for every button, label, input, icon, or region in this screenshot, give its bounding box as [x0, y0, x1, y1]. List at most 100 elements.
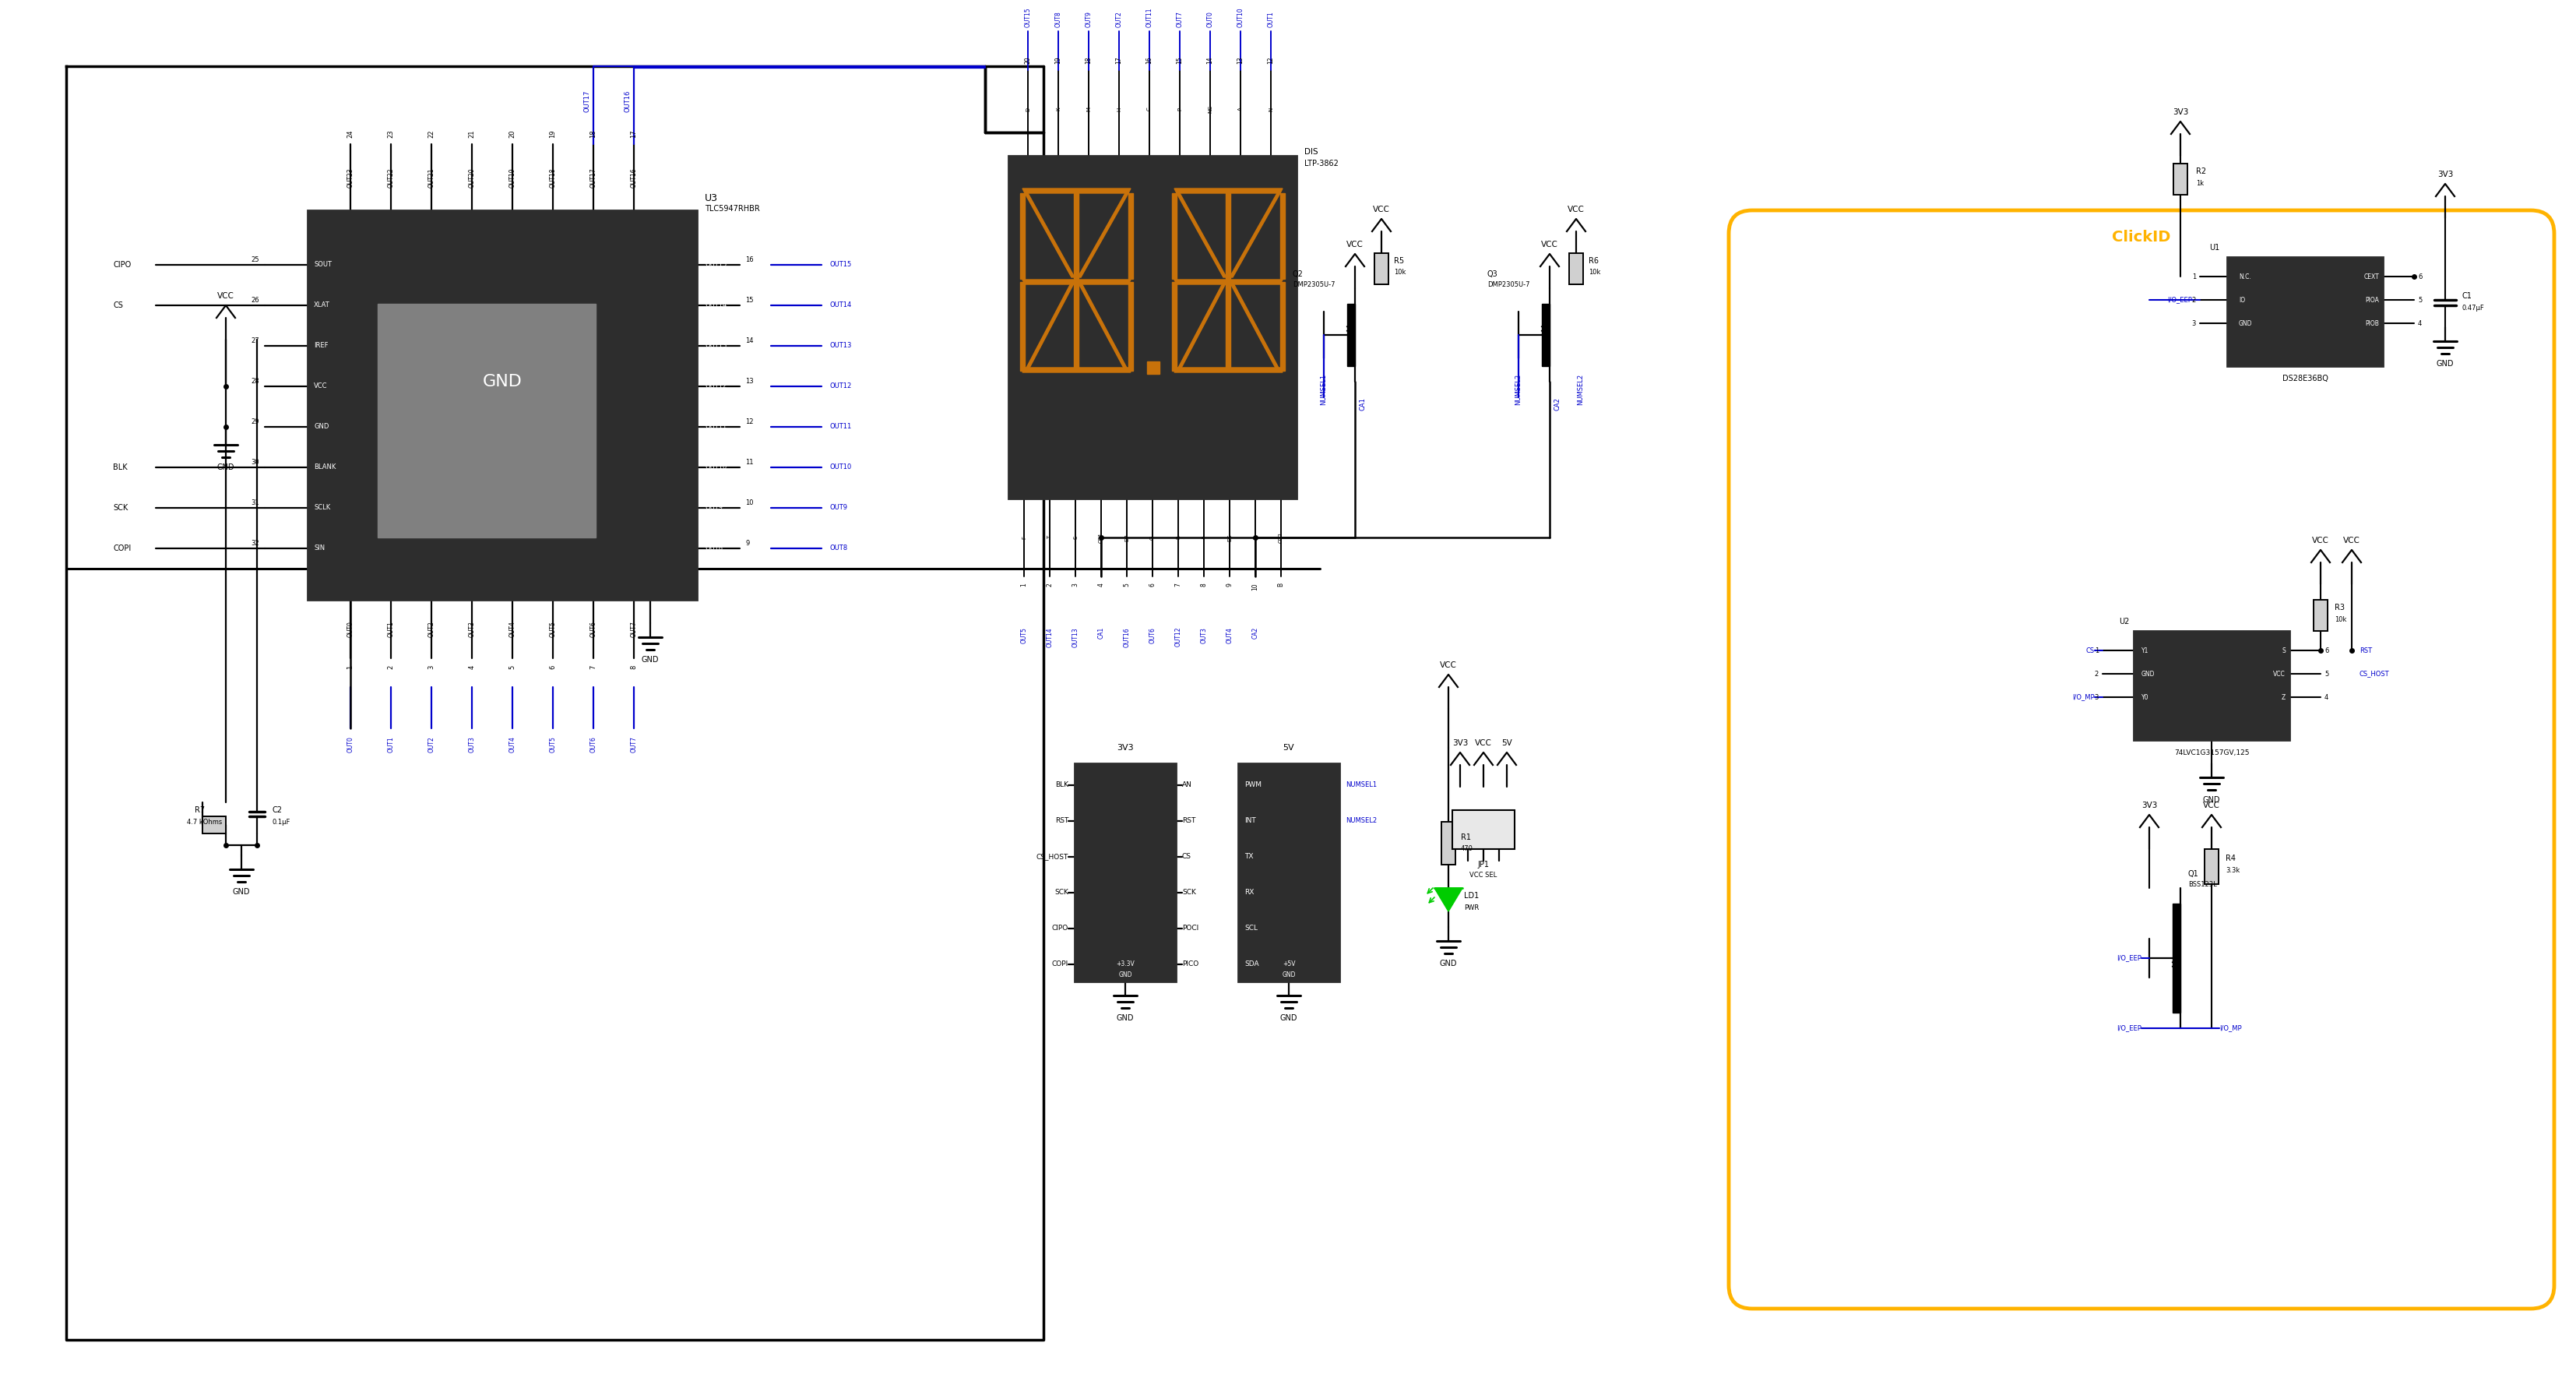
- Polygon shape: [1128, 193, 1133, 278]
- Text: 2: 2: [2192, 296, 2195, 303]
- Text: 10: 10: [744, 498, 752, 505]
- Text: OUT11: OUT11: [1146, 7, 1154, 28]
- Text: SOUT: SOUT: [314, 262, 332, 269]
- Text: 3V3: 3V3: [2172, 109, 2190, 116]
- Bar: [307, 210, 698, 600]
- Text: S: S: [1074, 536, 1077, 539]
- Text: 8: 8: [631, 665, 636, 670]
- Text: 16: 16: [1146, 57, 1154, 64]
- Text: OUT17: OUT17: [585, 90, 590, 113]
- Text: OUT19: OUT19: [510, 167, 515, 188]
- Text: A: A: [1200, 536, 1206, 539]
- Text: 7: 7: [1175, 583, 1182, 586]
- Text: 5: 5: [1123, 583, 1131, 586]
- Text: OUT22: OUT22: [386, 167, 394, 188]
- Text: 16: 16: [744, 256, 755, 263]
- Text: E: E: [1252, 536, 1257, 539]
- Bar: [1347, 303, 1355, 366]
- Text: DMP2305U-7: DMP2305U-7: [1293, 281, 1334, 288]
- Text: 25: 25: [250, 256, 260, 263]
- Text: COPI: COPI: [113, 544, 131, 553]
- Text: 13: 13: [1236, 57, 1244, 64]
- Text: OUT5: OUT5: [549, 736, 556, 753]
- Text: CA2: CA2: [1553, 397, 1561, 411]
- Text: 5V: 5V: [1283, 743, 1296, 752]
- Text: 6: 6: [2324, 647, 2329, 654]
- Text: SCK: SCK: [1182, 889, 1195, 896]
- Text: SCK: SCK: [1054, 889, 1069, 896]
- Polygon shape: [1175, 367, 1283, 372]
- Text: GND: GND: [2239, 320, 2251, 327]
- Text: 12: 12: [1267, 57, 1275, 64]
- Text: GND: GND: [2437, 361, 2455, 367]
- Text: Q3: Q3: [1486, 270, 1499, 278]
- Text: VCC: VCC: [2344, 537, 2360, 544]
- Text: R6: R6: [1589, 258, 1600, 264]
- Text: OUT7: OUT7: [1177, 11, 1182, 28]
- Text: NUMSEL1: NUMSEL1: [1321, 374, 1327, 405]
- Text: OUT9: OUT9: [1084, 11, 1092, 28]
- Text: GND: GND: [232, 888, 250, 896]
- Text: VCC: VCC: [1476, 739, 1492, 748]
- Text: +3.3V: +3.3V: [1115, 960, 1133, 967]
- Text: AN: AN: [1182, 782, 1193, 789]
- Bar: [2172, 903, 2179, 1012]
- Text: 24: 24: [348, 129, 353, 138]
- Text: I/O_EEP: I/O_EEP: [2117, 1025, 2141, 1031]
- Text: Q2: Q2: [1293, 270, 1303, 278]
- Text: GND: GND: [1115, 1015, 1133, 1022]
- Text: OUT0: OUT0: [1206, 11, 1213, 28]
- Bar: [2133, 631, 2290, 741]
- FancyBboxPatch shape: [1728, 210, 2555, 1308]
- Text: +5V: +5V: [1283, 960, 1296, 967]
- Text: I/O_MP: I/O_MP: [2074, 693, 2094, 700]
- Text: CS_HOST: CS_HOST: [2360, 671, 2391, 678]
- Text: OUT9: OUT9: [706, 504, 724, 511]
- Bar: [1443, 821, 1455, 864]
- Text: OUT6: OUT6: [590, 736, 598, 753]
- Bar: [1376, 253, 1388, 284]
- Text: VCC: VCC: [2202, 802, 2221, 809]
- Text: R3: R3: [2334, 604, 2344, 611]
- Polygon shape: [1172, 283, 1177, 370]
- Text: XLAT: XLAT: [314, 302, 330, 309]
- Text: DE: DE: [1226, 533, 1231, 541]
- Text: U3: U3: [706, 193, 719, 203]
- Text: OUT10: OUT10: [829, 464, 850, 470]
- Text: NUMSEL1: NUMSEL1: [1345, 782, 1376, 789]
- Text: 28: 28: [250, 377, 260, 384]
- Text: U1: U1: [2210, 244, 2221, 252]
- Text: 15: 15: [1177, 57, 1182, 64]
- Text: 5V: 5V: [1502, 739, 1512, 748]
- Text: VCC: VCC: [314, 383, 327, 390]
- Text: 3.3k: 3.3k: [2226, 867, 2239, 874]
- Text: CS: CS: [113, 302, 124, 309]
- Text: 30: 30: [250, 458, 260, 465]
- Text: 1k: 1k: [2195, 180, 2205, 187]
- Text: OUT14: OUT14: [706, 302, 726, 309]
- Text: T: T: [1048, 536, 1051, 539]
- Text: M: M: [1087, 107, 1092, 111]
- Text: 10k: 10k: [1394, 269, 1406, 276]
- Text: 17: 17: [1115, 57, 1123, 64]
- Text: SCL: SCL: [1244, 926, 1257, 933]
- Polygon shape: [1077, 193, 1128, 277]
- Polygon shape: [1020, 193, 1025, 278]
- Text: DIS: DIS: [1303, 148, 1319, 156]
- Text: 4: 4: [2419, 320, 2421, 327]
- Text: 31: 31: [250, 498, 260, 505]
- Text: 20: 20: [1025, 57, 1030, 64]
- Text: 14: 14: [744, 337, 752, 344]
- Text: OUT12: OUT12: [1175, 626, 1182, 647]
- Bar: [2228, 258, 2383, 366]
- Text: OUT6: OUT6: [1149, 626, 1157, 643]
- Text: VCC: VCC: [1347, 241, 1363, 249]
- Text: 3V3: 3V3: [2141, 802, 2156, 809]
- Text: VCC: VCC: [2313, 537, 2329, 544]
- Text: 22: 22: [428, 129, 435, 138]
- Text: 5: 5: [2419, 296, 2421, 303]
- Text: GND: GND: [1440, 959, 1458, 967]
- Text: CC2: CC2: [1278, 532, 1283, 543]
- Text: 18: 18: [1084, 57, 1092, 64]
- Bar: [204, 816, 227, 834]
